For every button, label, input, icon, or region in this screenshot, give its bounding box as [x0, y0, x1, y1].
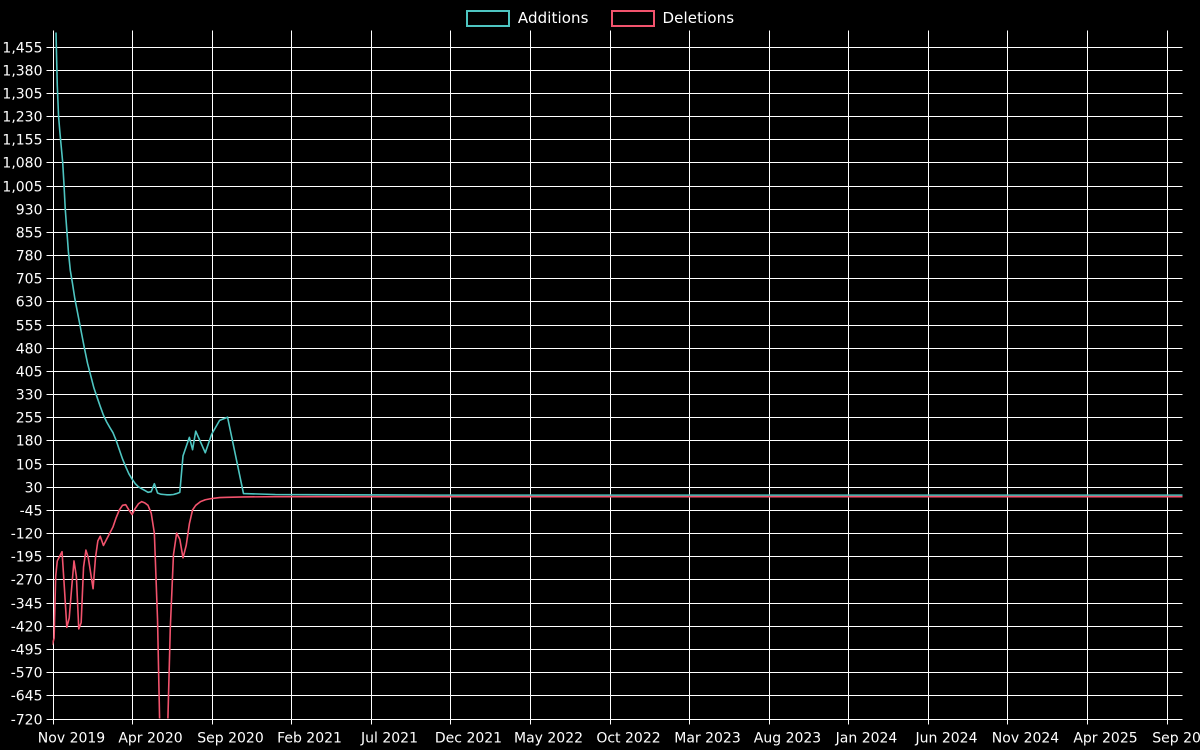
y-axis-tick-label: -420 [11, 620, 43, 636]
y-axis-tick-label: -720 [11, 713, 43, 729]
series-line-additions [55, 32, 1183, 496]
y-axis-tick-label: -495 [11, 643, 43, 659]
y-axis-tick-label: -570 [11, 666, 43, 682]
x-axis-labels: Nov 2019 Apr 2020 Sep 2020 Feb 2021 Jul 2021… [38, 731, 1200, 747]
legend-item-deletions[interactable]: Deletions [610, 8, 735, 27]
y-axis-tick-label: 180 [16, 434, 43, 450]
x-axis-tick-label: Apr 2025 [1073, 731, 1137, 747]
x-axis-tick-label: Oct 2022 [596, 731, 660, 747]
y-axis-tick-label: 555 [16, 319, 43, 335]
legend-swatch-additions-icon [465, 9, 510, 27]
y-axis-tick-label: -120 [11, 527, 43, 543]
y-axis-tick-label: 30 [25, 481, 43, 497]
legend-label-deletions: Deletions [662, 8, 735, 27]
y-gridlines [52, 47, 1183, 720]
chart-legend: Additions Deletions [0, 0, 1200, 36]
y-axis-tick-label: 705 [16, 272, 43, 288]
x-axis-tick-label: Jul 2021 [360, 731, 418, 747]
y-axis-tick-label: 255 [16, 411, 43, 427]
y-axis-tick-label: 1,005 [2, 180, 42, 196]
y-axis-tick-label: 330 [16, 388, 43, 404]
y-axis-tick-label: 855 [16, 226, 43, 242]
legend-item-additions[interactable]: Additions [465, 8, 589, 27]
x-axis-tick-label: Aug 2023 [754, 731, 821, 747]
y-axis-tick-label: 105 [16, 458, 43, 474]
x-axis-tick-label: Nov 2024 [992, 731, 1059, 747]
x-axis-tick-label: Sep 2025 [1152, 731, 1200, 747]
y-axis-tick-label: 1,305 [2, 87, 42, 103]
x-axis-tick-label: Dec 2021 [435, 731, 502, 747]
x-axis-tick-label: Jan 2024 [835, 731, 898, 747]
x-axis-tick-label: Apr 2020 [118, 731, 182, 747]
y-axis-tick-label: -345 [11, 597, 43, 613]
y-axis-tick-label: 1,380 [2, 64, 42, 80]
y-axis-tick-label: 1,080 [2, 156, 42, 172]
x-axis-tick-label: Sep 2020 [197, 731, 263, 747]
x-axis-tick-label: Feb 2021 [277, 731, 342, 747]
y-axis-tick-label: -45 [20, 504, 43, 520]
y-axis-tick-label: 1,155 [2, 133, 42, 149]
x-axis-tick-label: Mar 2023 [674, 731, 741, 747]
y-axis-labels: 1,455 1,380 1,305 1,230 1,155 1,080 1,005 930 85… [2, 41, 42, 729]
series-line-deletions [52, 495, 1183, 719]
y-axis-tick-label: 1,455 [2, 41, 42, 57]
y-axis-tick-label: -270 [11, 573, 43, 589]
y-axis-tick-label: 405 [16, 365, 43, 381]
y-axis-tick-label: 630 [16, 295, 43, 311]
y-axis-tick-label: -645 [11, 689, 43, 705]
axis-ticks [46, 47, 1168, 725]
y-axis-tick-label: -195 [11, 550, 43, 566]
y-axis-tick-label: 1,230 [2, 110, 42, 126]
x-axis-tick-label: Jun 2024 [915, 731, 978, 747]
y-axis-tick-label: 930 [16, 203, 43, 219]
x-axis-tick-label: May 2022 [514, 731, 583, 747]
x-axis-tick-label: Nov 2019 [38, 731, 105, 747]
series-lines [52, 32, 1183, 719]
legend-label-additions: Additions [517, 8, 589, 27]
y-axis-tick-label: 780 [16, 249, 43, 265]
x-gridlines [53, 30, 1168, 719]
y-axis-tick-label: 480 [16, 342, 43, 358]
legend-swatch-deletions-icon [610, 9, 655, 27]
